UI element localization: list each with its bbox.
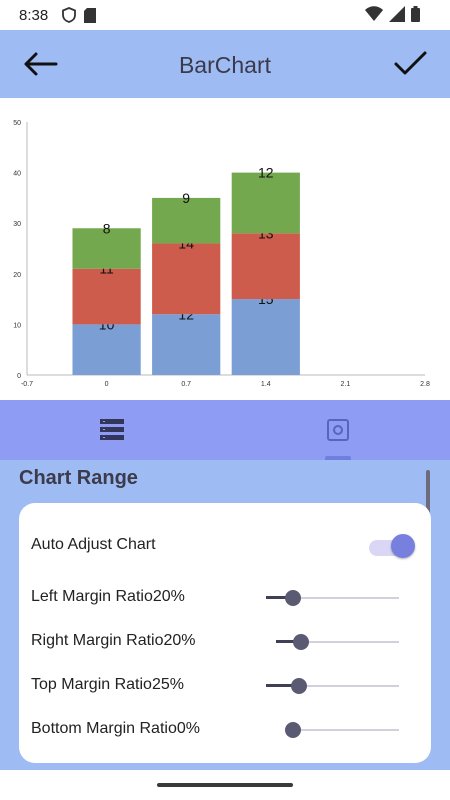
bottom-margin-row: Bottom Margin Ratio0% [19,715,431,745]
bar-segment [152,243,221,315]
y-tick-label: 10 [13,322,21,329]
bar-segment [231,299,300,375]
y-tick-label: 40 [13,171,21,178]
x-tick-label: 1.4 [261,381,271,388]
toggle-thumb [391,534,415,558]
status-time: 8:38 [19,7,49,24]
left-margin-row: Left Margin Ratio20% [19,583,431,613]
settings-panel: Chart Range Auto Adjust Chart Left Margi… [0,460,450,770]
left-margin-label: Left Margin Ratio20% [31,588,185,605]
bar-value-label: 9 [182,190,190,206]
section-title: Chart Range [19,467,138,489]
top-margin-row: Top Margin Ratio25% [19,671,431,701]
y-tick-label: 50 [13,120,21,127]
arrow-left-icon [24,52,58,76]
auto-adjust-toggle[interactable] [369,534,415,558]
right-margin-slider[interactable] [276,632,399,652]
bottom-margin-slider[interactable] [285,720,399,740]
right-margin-label: Right Margin Ratio20% [31,632,196,649]
slider-thumb[interactable] [285,722,301,738]
settings-icon [327,419,349,441]
slider-thumb[interactable] [292,634,309,650]
battery-icon [411,6,420,22]
slider-fill [266,684,300,687]
bar-segment [152,314,221,375]
check-icon [394,51,427,75]
bar-segment [231,233,300,300]
right-margin-row: Right Margin Ratio20% [19,627,431,657]
bottom-margin-label: Bottom Margin Ratio0% [31,720,200,737]
app-bar: BarChart [0,30,450,98]
bar-chart[interactable]: 01020304050-0.700.71.42.12.8101181214915… [0,98,450,400]
left-margin-slider[interactable] [266,588,399,608]
confirm-button[interactable] [390,46,430,82]
y-tick-label: 30 [13,221,21,228]
tab-settings[interactable] [225,400,450,460]
slider-thumb[interactable] [291,678,308,694]
x-tick-label: 0 [105,381,109,388]
x-tick-label: -0.7 [21,381,33,388]
y-tick-label: 0 [17,373,21,380]
home-indicator[interactable] [157,783,293,787]
chart-canvas: 01020304050-0.700.71.42.12.8101181214915… [13,120,430,388]
wifi-icon [365,6,383,21]
x-tick-label: 0.7 [181,381,191,388]
shield-icon [62,7,76,23]
y-tick-label: 20 [13,272,21,279]
slider-track [293,729,399,731]
x-tick-label: 2.1 [341,381,351,388]
settings-card: Auto Adjust Chart Left Margin Ratio20% R… [19,503,431,763]
tab-bar [0,400,450,460]
signal-icon [389,6,405,22]
auto-adjust-label: Auto Adjust Chart [31,536,156,553]
slider-track [276,641,399,643]
tab-data[interactable] [0,400,225,460]
slider-fill [276,640,301,643]
slider-thumb[interactable] [284,590,301,606]
bar-segment [152,197,221,244]
page-title: BarChart [178,52,272,78]
auto-adjust-row: Auto Adjust Chart [19,531,431,561]
x-tick-label: 2.8 [420,381,430,388]
sd-card-icon [84,7,96,23]
bar-value-label: 8 [103,220,111,236]
bar-segment [72,324,141,375]
bar-segment [72,228,141,269]
navigation-bar [0,770,450,800]
tab-indicator [325,456,351,460]
top-margin-slider[interactable] [266,676,399,696]
scrollbar[interactable] [426,470,430,540]
top-margin-label: Top Margin Ratio25% [31,676,184,693]
bar-value-label: 12 [258,165,274,181]
slider-track [266,597,399,599]
slider-track [266,685,399,687]
bar-segment [231,172,300,234]
back-button[interactable] [20,48,60,80]
bar-segment [72,268,141,325]
status-bar: 8:38 [0,0,450,30]
list-icon [100,419,124,440]
slider-fill [266,596,293,599]
